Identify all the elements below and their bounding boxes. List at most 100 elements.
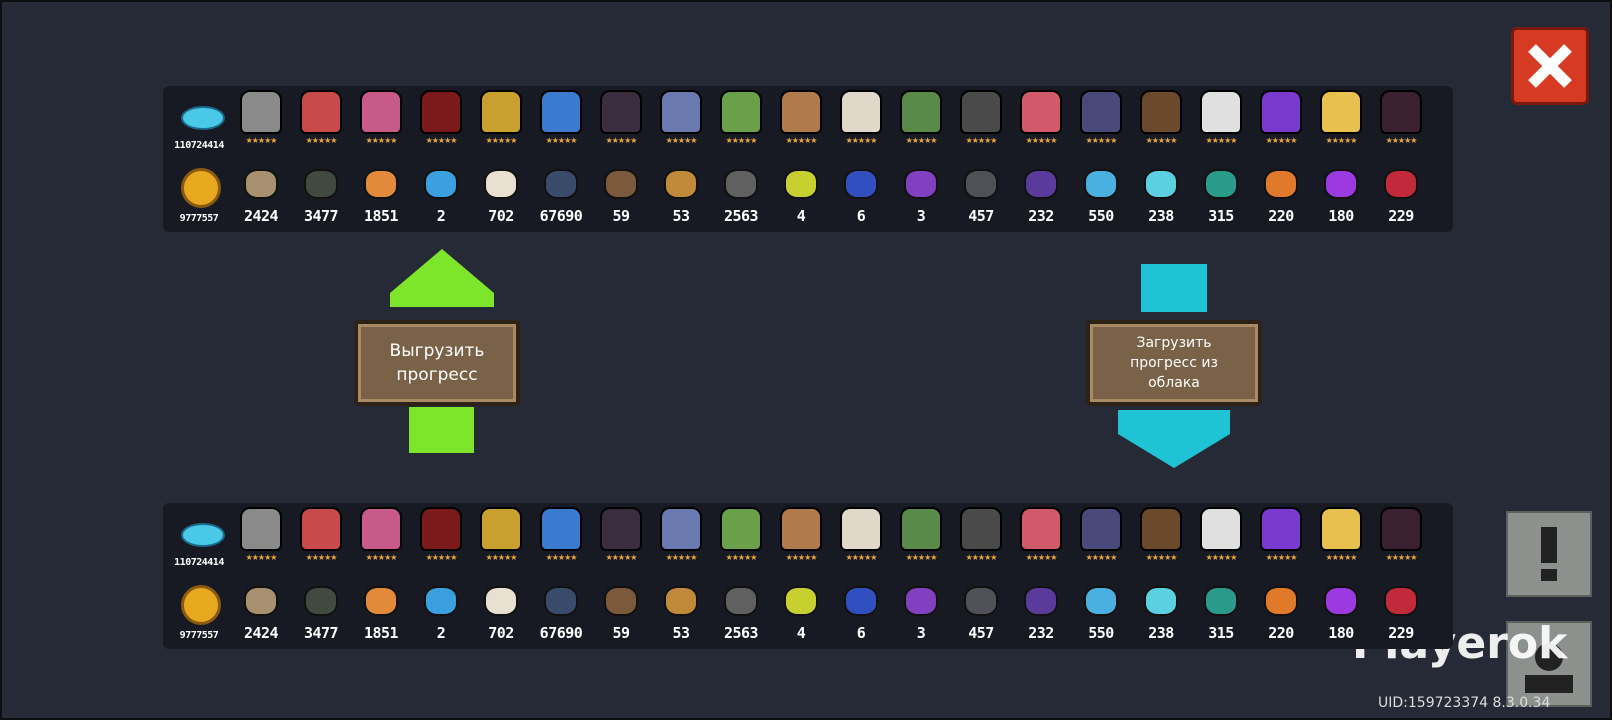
hero-stars: ★★★★★	[425, 136, 458, 145]
hero-icon	[600, 90, 642, 134]
resource-icon	[904, 169, 938, 199]
profile-button[interactable]	[1506, 621, 1592, 707]
resource-count: 180	[1328, 207, 1354, 225]
alert-button[interactable]	[1506, 511, 1592, 597]
hero-icon	[1260, 507, 1302, 551]
resource-icon	[724, 169, 758, 199]
resource-icon	[964, 586, 998, 616]
resource-icon	[784, 586, 818, 616]
resource-icon	[364, 169, 398, 199]
hero-icon	[1260, 90, 1302, 134]
hero-stars: ★★★★★	[245, 553, 278, 562]
hero-stars: ★★★★★	[545, 136, 578, 145]
resource-icon	[1204, 169, 1238, 199]
hero-stars: ★★★★★	[785, 553, 818, 562]
hero-stars: ★★★★★	[605, 553, 638, 562]
close-icon	[1528, 44, 1572, 88]
hero-icon	[1020, 507, 1062, 551]
hero-stars: ★★★★★	[665, 136, 698, 145]
hero-stars: ★★★★★	[1385, 136, 1418, 145]
resource-icon	[1204, 586, 1238, 616]
resource-count: 238	[1148, 624, 1174, 642]
hero-stars: ★★★★★	[485, 136, 518, 145]
resource-count: 229	[1388, 624, 1414, 642]
hero-stars: ★★★★★	[1145, 553, 1178, 562]
hero-stars: ★★★★★	[245, 136, 278, 145]
resource-icon	[1024, 169, 1058, 199]
close-button[interactable]	[1511, 27, 1589, 105]
hero-icon	[360, 507, 402, 551]
resource-count: 1851	[363, 207, 399, 225]
resource-count: 232	[1028, 624, 1054, 642]
resource-icon	[544, 169, 578, 199]
resource-icon	[304, 169, 338, 199]
resource-icon	[1324, 169, 1358, 199]
resource-icon	[604, 169, 638, 199]
hero-stars: ★★★★★	[1265, 136, 1298, 145]
hero-icon	[240, 90, 282, 134]
resource-count: 53	[672, 624, 690, 642]
resource-count: 457	[968, 207, 994, 225]
resource-count: 2	[436, 207, 446, 225]
resource-icon	[484, 169, 518, 199]
resource-count: 2424	[243, 624, 279, 642]
hero-icon	[1080, 90, 1122, 134]
hero-icon	[960, 507, 1002, 551]
resource-count: 4	[796, 207, 806, 225]
resource-icon	[364, 586, 398, 616]
hero-stars: ★★★★★	[1025, 553, 1058, 562]
hero-icon	[420, 90, 462, 134]
hero-icon	[540, 90, 582, 134]
hero-stars: ★★★★★	[605, 136, 638, 145]
hero-stars: ★★★★★	[845, 136, 878, 145]
hero-stars: ★★★★★	[845, 553, 878, 562]
resource-icon	[904, 586, 938, 616]
resource-count: 238	[1148, 207, 1174, 225]
resource-count: 2424	[243, 207, 279, 225]
download-button[interactable]: Загрузить прогресс из облака	[1086, 320, 1262, 406]
gem-icon	[181, 523, 225, 547]
hero-stars: ★★★★★	[905, 553, 938, 562]
resource-count: 53	[672, 207, 690, 225]
resource-count: 3477	[303, 624, 339, 642]
resource-icon	[604, 586, 638, 616]
hero-icon	[660, 90, 702, 134]
resource-icon	[1084, 169, 1118, 199]
resource-count: 702	[488, 624, 514, 642]
hero-icon	[780, 507, 822, 551]
coin-icon	[181, 585, 221, 625]
hero-icon	[720, 507, 762, 551]
hero-icon	[1200, 507, 1242, 551]
resource-count: 67690	[539, 624, 583, 642]
resource-count: 3	[916, 624, 926, 642]
resource-count: 315	[1208, 624, 1234, 642]
resource-count: 457	[968, 624, 994, 642]
hero-icon	[540, 507, 582, 551]
hero-stars: ★★★★★	[1325, 136, 1358, 145]
resource-icon	[844, 169, 878, 199]
hero-icon	[1140, 507, 1182, 551]
resource-icon	[1084, 586, 1118, 616]
resource-count: 6	[856, 207, 866, 225]
hero-stars: ★★★★★	[1385, 553, 1418, 562]
resource-count: 550	[1088, 624, 1114, 642]
hero-stars: ★★★★★	[665, 553, 698, 562]
profile-icon	[1525, 643, 1573, 693]
hero-icon	[420, 507, 462, 551]
upload-button[interactable]: Выгрузить прогресс	[354, 320, 520, 406]
hero-stars: ★★★★★	[965, 553, 998, 562]
resource-count: 2563	[723, 624, 759, 642]
resource-count: 59	[612, 207, 630, 225]
resource-count: 2563	[723, 207, 759, 225]
resource-icon	[664, 586, 698, 616]
hero-stars: ★★★★★	[485, 553, 518, 562]
hero-icon	[360, 90, 402, 134]
resource-icon	[844, 586, 878, 616]
download-arrow	[1118, 264, 1230, 468]
hero-icon	[1320, 90, 1362, 134]
resource-count: 6	[856, 624, 866, 642]
resource-count: 59	[612, 624, 630, 642]
resource-count: 315	[1208, 207, 1234, 225]
resource-icon	[544, 586, 578, 616]
